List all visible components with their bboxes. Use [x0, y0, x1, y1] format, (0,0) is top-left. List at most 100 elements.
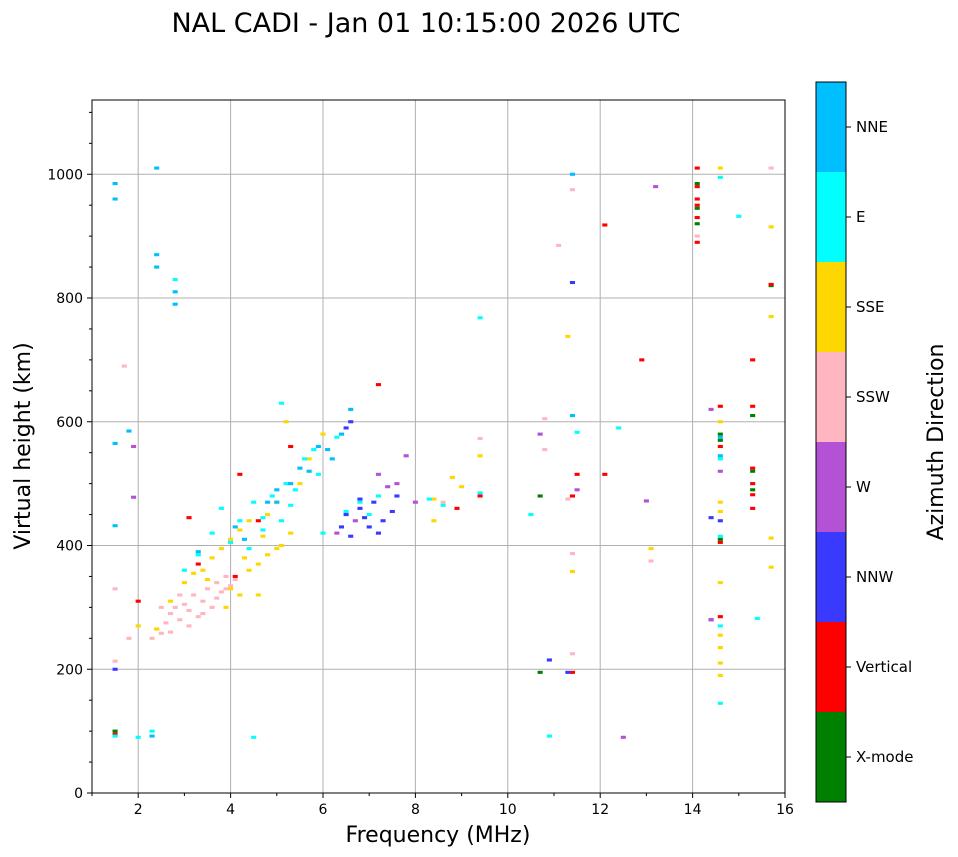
data-point: [167, 630, 174, 634]
data-point: [112, 734, 118, 738]
data-point: [260, 516, 266, 520]
data-point: [237, 472, 243, 476]
data-point: [112, 732, 118, 736]
data-point: [218, 590, 224, 594]
y-axis-ticks: 0 200 400 600 800 1000: [47, 111, 92, 802]
data-point: [717, 438, 723, 442]
data-point: [717, 435, 723, 439]
data-point: [454, 506, 460, 510]
y-axis-label: Virtual height (km): [11, 342, 36, 549]
data-point: [569, 551, 576, 556]
y-tick-label: 400: [56, 539, 83, 555]
colorbar-category-label: NNW: [856, 568, 893, 586]
data-point: [278, 543, 284, 548]
data-point: [750, 482, 756, 486]
data-point: [195, 553, 201, 557]
data-point: [717, 444, 723, 449]
data-point: [385, 485, 391, 489]
data-point: [717, 166, 723, 170]
data-point: [232, 574, 238, 578]
colorbar-category-label: SSE: [856, 298, 885, 316]
data-point: [112, 197, 118, 201]
data-point: [297, 466, 303, 470]
data-point: [112, 181, 118, 186]
data-point: [278, 401, 284, 405]
data-point: [366, 525, 372, 529]
data-point: [209, 605, 215, 609]
data-point: [265, 513, 271, 517]
data-point: [717, 534, 723, 538]
data-point: [191, 593, 197, 597]
colorbar-segment: [816, 442, 846, 532]
data-point: [301, 457, 308, 461]
data-point: [569, 569, 576, 574]
x-tick-label: 16: [776, 802, 794, 818]
data-point: [348, 420, 354, 424]
data-point: [149, 636, 155, 640]
data-point: [768, 166, 774, 170]
data-point: [694, 197, 700, 201]
data-point: [126, 636, 132, 640]
data-point: [338, 432, 345, 436]
data-point: [348, 407, 354, 411]
data-point: [768, 225, 774, 229]
data-point: [717, 519, 723, 523]
series-nne: [112, 166, 723, 738]
data-point: [135, 735, 141, 739]
data-point: [352, 519, 358, 523]
data-point: [477, 491, 483, 495]
data-point: [620, 735, 626, 739]
data-point: [154, 265, 160, 269]
data-point: [265, 500, 271, 504]
x-tick-label: 6: [319, 802, 328, 818]
data-point: [209, 531, 215, 535]
series-sse: [135, 166, 774, 677]
data-point: [167, 612, 174, 616]
data-point: [717, 432, 723, 436]
data-point: [172, 605, 178, 609]
data-point: [158, 631, 164, 635]
data-point: [172, 290, 178, 294]
data-point: [717, 457, 723, 461]
data-point: [569, 172, 576, 176]
data-point: [228, 587, 234, 591]
y-tick-label: 800: [56, 291, 83, 307]
data-point: [154, 166, 160, 170]
data-point: [717, 509, 723, 514]
plot-frame: [91, 99, 786, 794]
data-point: [694, 240, 700, 244]
data-points: [112, 166, 774, 739]
data-point: [186, 624, 192, 628]
data-point: [274, 500, 280, 504]
colorbar-category-label: W: [856, 478, 871, 496]
data-point: [246, 568, 252, 572]
data-point: [574, 472, 580, 476]
colorbar-segment: [816, 82, 846, 172]
data-point: [255, 593, 261, 597]
data-point: [251, 500, 257, 504]
data-point: [200, 568, 206, 572]
data-point: [750, 469, 756, 473]
data-point: [348, 534, 354, 538]
data-point: [246, 519, 252, 523]
plot-area: 2 4 6 8 10 12 14 16 0 200 400 600 800 1000: [47, 99, 794, 818]
data-point: [477, 454, 483, 458]
data-point: [297, 482, 303, 486]
data-point: [343, 513, 349, 517]
data-point: [750, 488, 756, 492]
data-point: [371, 500, 377, 504]
data-point: [343, 426, 349, 430]
data-point: [426, 497, 432, 501]
data-point: [269, 494, 275, 498]
data-point: [375, 494, 381, 498]
data-point: [200, 599, 206, 603]
data-point: [292, 488, 298, 492]
data-point: [357, 497, 363, 501]
data-point: [288, 482, 294, 486]
data-point: [274, 488, 280, 492]
data-point: [768, 565, 774, 569]
data-point: [542, 417, 548, 421]
data-point: [440, 503, 446, 507]
data-point: [717, 624, 723, 628]
data-point: [260, 534, 266, 538]
